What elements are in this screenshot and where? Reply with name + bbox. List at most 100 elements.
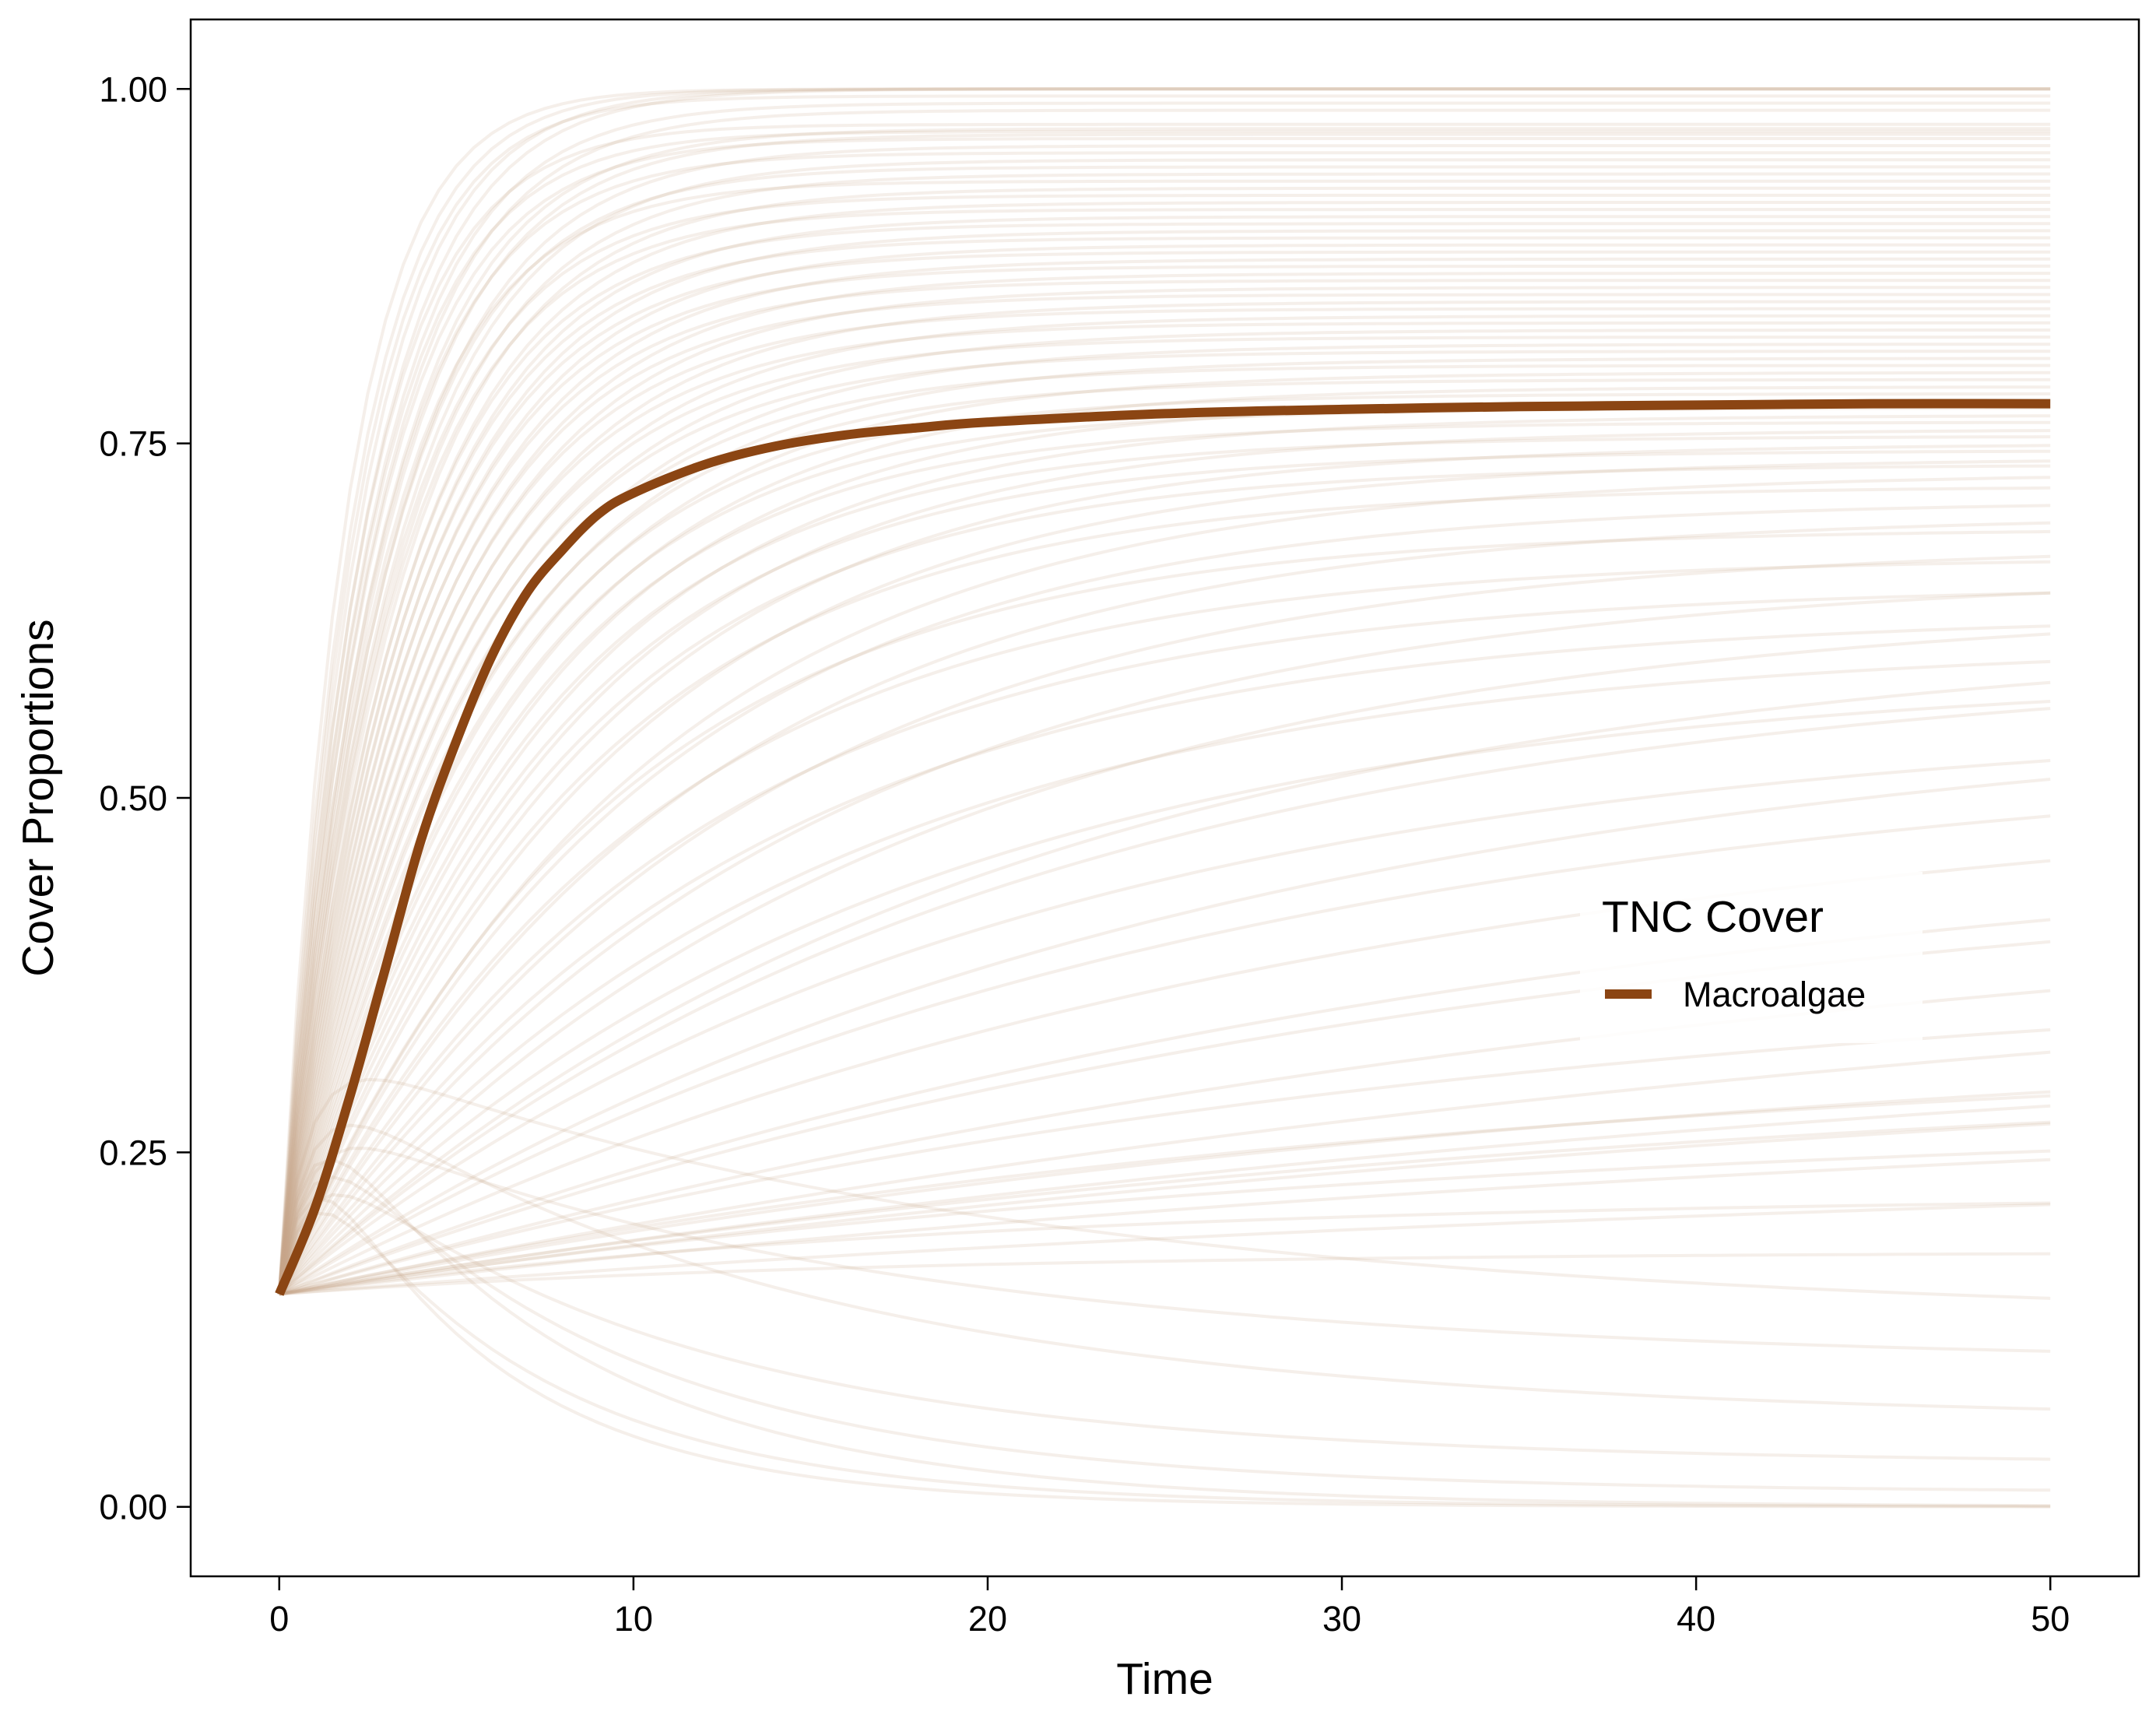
ensemble-line bbox=[277, 414, 2051, 1295]
ensemble-line bbox=[277, 1077, 2051, 1300]
y-tick-label: 0.50 bbox=[99, 778, 167, 818]
ensemble-line bbox=[277, 1211, 2051, 1509]
ensemble-line bbox=[277, 286, 2051, 1295]
x-tick-label: 40 bbox=[1677, 1599, 1715, 1639]
ensemble-line bbox=[277, 172, 2051, 1295]
ensemble-line bbox=[277, 429, 2051, 1295]
ensemble-line bbox=[277, 504, 2051, 1295]
ensemble-line bbox=[277, 87, 2051, 1295]
ensemble-line bbox=[279, 1120, 2051, 1296]
ensemble-line bbox=[278, 778, 2051, 1296]
legend-background bbox=[1580, 872, 1922, 1043]
ensemble-line bbox=[277, 464, 2051, 1295]
ensemble-line bbox=[277, 137, 2051, 1295]
ensemble-line bbox=[277, 132, 2051, 1295]
x-tick-label: 0 bbox=[269, 1599, 289, 1639]
ensemble-line bbox=[277, 87, 2051, 1295]
ensemble-line bbox=[278, 624, 2051, 1295]
ensemble-line bbox=[277, 250, 2051, 1295]
x-axis-title: Time bbox=[1116, 1654, 1213, 1704]
ensemble-line bbox=[277, 279, 2051, 1295]
ensemble-line bbox=[277, 435, 2051, 1295]
ensemble-line bbox=[278, 591, 2051, 1295]
ensemble-line bbox=[277, 87, 2051, 1295]
ensemble-line bbox=[277, 336, 2051, 1295]
ensemble-line bbox=[277, 272, 2051, 1295]
ensemble-line bbox=[277, 222, 2051, 1295]
ensemble-line bbox=[277, 129, 2051, 1295]
ensemble-line bbox=[277, 165, 2051, 1295]
ensemble-line bbox=[277, 1196, 2051, 1509]
y-tick-label: 1.00 bbox=[99, 69, 167, 109]
ensemble-line bbox=[277, 193, 2051, 1295]
legend-label-macroalgae: Macroalgae bbox=[1683, 975, 1866, 1014]
ensemble-line bbox=[279, 1201, 2051, 1296]
y-tick-label: 0.25 bbox=[99, 1133, 167, 1172]
ensemble-line bbox=[277, 314, 2051, 1295]
ensemble-line bbox=[277, 127, 2051, 1295]
ensemble-line bbox=[277, 293, 2051, 1295]
ensemble-line bbox=[277, 257, 2051, 1295]
ensemble-line bbox=[279, 1090, 2051, 1296]
ensemble-line bbox=[277, 392, 2051, 1295]
ensemble-line bbox=[277, 328, 2051, 1295]
ensemble-line bbox=[277, 215, 2051, 1295]
legend-title: TNC Cover bbox=[1602, 892, 1824, 942]
ensemble-line bbox=[279, 1149, 2051, 1296]
ensemble-line bbox=[277, 321, 2051, 1295]
x-tick-label: 20 bbox=[968, 1599, 1007, 1639]
y-axis: 0.00 0.25 0.50 0.75 1.00 bbox=[99, 69, 191, 1527]
ensemble-line bbox=[277, 307, 2051, 1295]
ensemble-line bbox=[277, 179, 2051, 1295]
ensemble-line bbox=[279, 1158, 2051, 1296]
y-tick-label: 0.75 bbox=[99, 424, 167, 464]
ensemble-line bbox=[278, 554, 2051, 1295]
ensemble-line bbox=[278, 632, 2051, 1295]
ensemble-line bbox=[277, 229, 2051, 1295]
ensemble-line bbox=[277, 158, 2051, 1295]
ensemble-line bbox=[277, 108, 2051, 1295]
ensemble-line bbox=[278, 707, 2051, 1295]
ensemble-line bbox=[277, 101, 2051, 1295]
ensemble-line bbox=[277, 385, 2051, 1295]
ensemble-line bbox=[277, 1158, 2051, 1508]
ensemble-line bbox=[277, 151, 2051, 1295]
ensemble-line bbox=[277, 122, 2051, 1295]
ensemble-line bbox=[278, 814, 2051, 1296]
ensemble-line bbox=[277, 350, 2051, 1295]
ensemble-line bbox=[279, 1252, 2051, 1296]
ensemble-line bbox=[278, 680, 2051, 1295]
x-tick-label: 50 bbox=[2031, 1599, 2070, 1639]
ensemble-line bbox=[279, 1122, 2051, 1296]
ensemble-line bbox=[277, 94, 2051, 1295]
ensemble-line bbox=[278, 659, 2051, 1295]
ensemble-line bbox=[277, 378, 2051, 1295]
ensemble-line bbox=[279, 1203, 2051, 1296]
ensemble-line bbox=[277, 208, 2051, 1295]
y-axis-title: Cover Proportions bbox=[13, 619, 63, 976]
x-tick-label: 30 bbox=[1322, 1599, 1361, 1639]
ensemble-line bbox=[278, 560, 2051, 1295]
ensemble-line bbox=[277, 459, 2051, 1295]
ensemble-line bbox=[277, 186, 2051, 1295]
series-lines bbox=[275, 399, 2051, 1296]
x-axis: 0 10 20 30 40 50 bbox=[269, 1576, 2070, 1639]
ensemble-lines bbox=[277, 87, 2051, 1509]
ensemble-line bbox=[277, 87, 2051, 1295]
ensemble-line bbox=[278, 759, 2051, 1296]
ensemble-line bbox=[277, 449, 2051, 1295]
ensemble-line bbox=[277, 371, 2051, 1295]
ensemble-line bbox=[278, 591, 2051, 1295]
ensemble-line bbox=[277, 1123, 2051, 1411]
ensemble-line bbox=[277, 420, 2051, 1295]
ensemble-line bbox=[279, 1094, 2051, 1296]
ensemble-line bbox=[277, 357, 2051, 1295]
ensemble-line bbox=[277, 1193, 2051, 1461]
x-tick-label: 10 bbox=[614, 1599, 653, 1639]
ensemble-line bbox=[278, 700, 2051, 1295]
ensemble-line bbox=[277, 1175, 2051, 1492]
ensemble-line bbox=[279, 1050, 2051, 1296]
ensemble-line bbox=[277, 264, 2051, 1295]
ensemble-line bbox=[277, 236, 2051, 1295]
